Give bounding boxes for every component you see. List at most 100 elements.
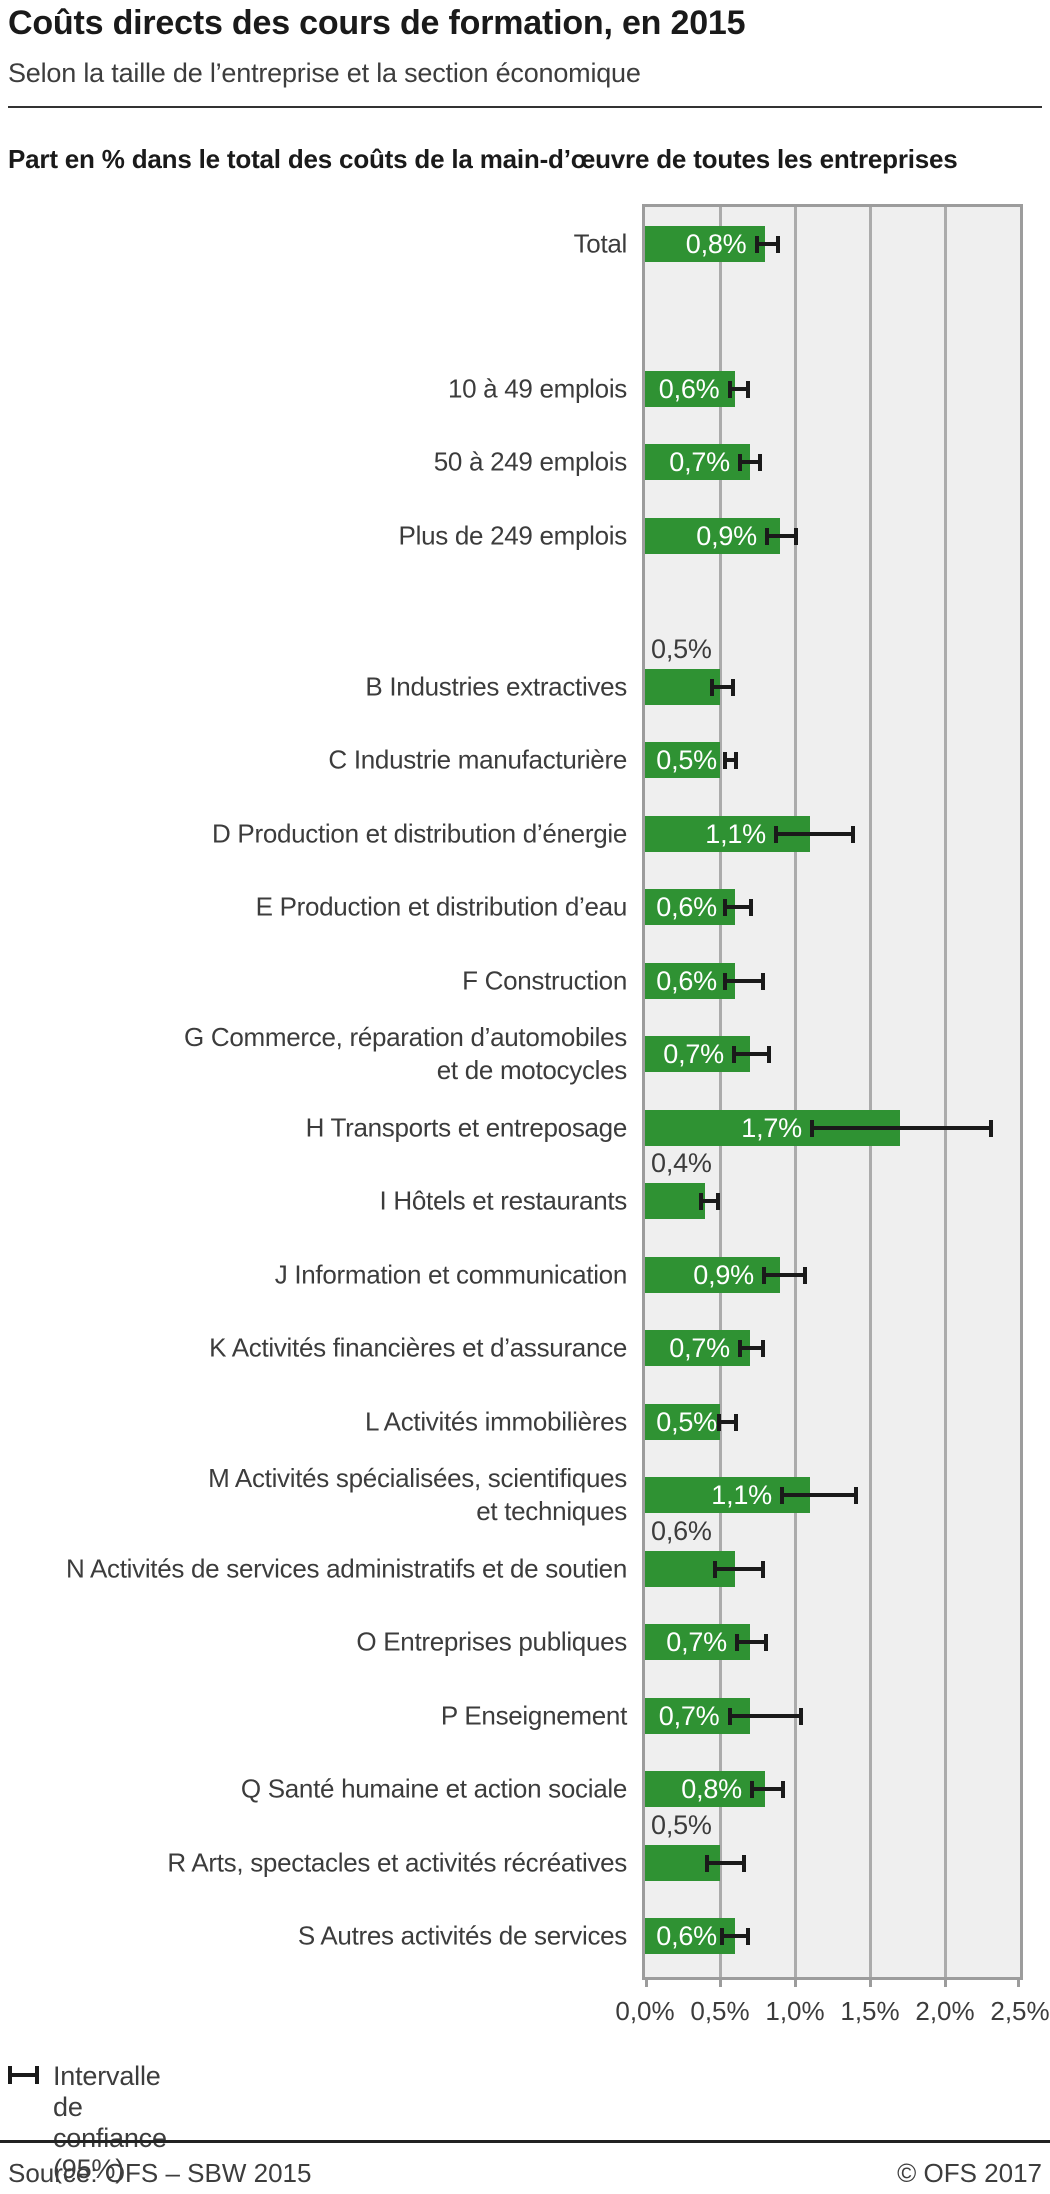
axis-tick [868, 1977, 872, 1987]
page-subtitle: Selon la taille de l’entreprise et la se… [8, 58, 641, 88]
value-label-above: 0,5% [651, 633, 712, 664]
axis-tick-label: 0,5% [690, 1996, 750, 2026]
ci-line [727, 386, 750, 391]
value-label: 0,7% [669, 1333, 730, 1363]
axis-tick [645, 1977, 648, 1987]
confidence-interval [754, 226, 780, 262]
ci-upper-cap [758, 454, 762, 471]
footer-copyright: © OFS 2017 [897, 2158, 1042, 2188]
ci-upper-cap [776, 235, 780, 253]
category-label: D Production et distribution d’énergie [212, 818, 627, 848]
page-title: Coûts directs des cours de formation, en… [8, 4, 746, 42]
ci-line [705, 1860, 746, 1865]
ci-upper-cap [734, 1413, 738, 1431]
legend-label: Intervalle de confiance (95%) [53, 2061, 167, 2184]
value-label: 0,8% [685, 228, 747, 259]
value-label: 1,1% [705, 818, 766, 849]
ci-upper-cap [761, 1340, 765, 1357]
category-label: L Activités immobilières [364, 1406, 627, 1436]
value-label: 0,5% [656, 745, 717, 775]
ci-line [765, 533, 798, 538]
value-bar [645, 370, 735, 407]
category-label: B Industries extractives [365, 671, 627, 701]
category-label: Q Santé humaine et action sociale [240, 1773, 627, 1804]
ci-line [750, 1787, 785, 1791]
confidence-interval [712, 1551, 765, 1587]
ci-upper-cap [731, 678, 735, 696]
axis-tick [943, 1977, 947, 1987]
category-label: M Activités spécialisées, scientifiques … [208, 1463, 627, 1526]
ci-line [810, 1125, 993, 1130]
ci-upper-cap [989, 1119, 993, 1137]
ci-upper-cap [746, 380, 750, 398]
confidence-interval [780, 1477, 858, 1513]
chart-row: D Production et distribution d’énergie 1… [212, 815, 1020, 852]
ci-line [723, 978, 765, 983]
gridline [793, 207, 797, 1977]
axis-tick [718, 1977, 722, 1987]
gridline [868, 207, 872, 1977]
chart-row: 10 à 49 emplois 0,6% [448, 370, 1020, 407]
value-label: 0,6% [658, 373, 720, 404]
gridline [943, 207, 947, 1977]
header-divider [8, 106, 1042, 108]
category-label: R Arts, spectacles et activités récréati… [167, 1847, 627, 1877]
value-bar [645, 1330, 750, 1366]
value-label: 1,7% [741, 1112, 802, 1143]
value-bar [645, 517, 780, 554]
confidence-interval [699, 1183, 720, 1219]
ci-upper-cap [798, 1707, 803, 1725]
ci-upper-cap [746, 1928, 750, 1945]
value-label: 0,6% [656, 892, 717, 922]
ci-line [709, 684, 735, 689]
value-bar [645, 889, 735, 925]
ci-line [738, 1346, 765, 1350]
confidence-interval [762, 1257, 807, 1293]
ci-upper-cap [734, 752, 738, 769]
confidence-interval [720, 1918, 750, 1954]
ci-upper-cap [761, 972, 765, 990]
ci-line [738, 460, 762, 464]
value-label-above: 0,6% [651, 1515, 712, 1546]
value-label-above: 0,5% [651, 1809, 712, 1840]
ci-line [717, 1419, 738, 1424]
chart-row: L Activités immobilières 0,5% [365, 1403, 1020, 1440]
confidence-interval [727, 1698, 803, 1734]
category-label: H Transports et entreposage [305, 1112, 628, 1142]
ci-line [720, 1934, 750, 1938]
ci-upper-cap [780, 1781, 785, 1798]
confidence-interval [774, 816, 855, 852]
chart-row: Total 0,8% [574, 225, 1020, 262]
value-label: 0,8% [681, 1774, 742, 1804]
chart-row: R Arts, spectacles et activités récréati… [167, 1810, 1020, 1881]
category-label: 10 à 49 emplois [447, 373, 627, 403]
chart-row: P Enseignement 0,7% [441, 1697, 1020, 1734]
chart-row: H Transports et entreposage 1,7% [306, 1109, 1020, 1146]
axis-tick [793, 1977, 797, 1987]
confidence-interval [717, 1404, 738, 1440]
ci-line [723, 758, 738, 762]
chart-row: J Information et communication 0,9% [275, 1256, 1020, 1293]
chart-row: Q Santé humaine et action sociale 0,8% [241, 1771, 1020, 1807]
value-bar [645, 1403, 720, 1440]
chart-row: K Activités financières et d’assurance 0… [209, 1330, 1020, 1366]
chart-row: Plus de 249 emplois 0,9% [399, 517, 1020, 554]
confidence-interval-icon [8, 2060, 39, 2090]
category-label: K Activités financières et d’assurance [209, 1332, 627, 1363]
footer-source: Source: OFS – SBW 2015 [8, 2158, 312, 2188]
confidence-interval [709, 669, 735, 705]
confidence-interval [735, 1624, 768, 1660]
value-bar [645, 225, 765, 262]
chart-row: O Entreprises publiques 0,7% [356, 1624, 1020, 1660]
category-label: J Information et communication [274, 1259, 628, 1289]
ci-line [723, 905, 753, 909]
ci-upper-cap [794, 527, 798, 545]
ci-upper-cap [764, 1634, 768, 1651]
category-label: P Enseignement [440, 1700, 627, 1730]
confidence-interval [727, 371, 750, 407]
confidence-interval [765, 518, 798, 554]
chart-row: I Hôtels et restaurants 0,4% [380, 1148, 1020, 1219]
confidence-interval [738, 444, 762, 480]
value-label: 0,7% [669, 447, 730, 477]
confidence-interval [810, 1110, 993, 1146]
